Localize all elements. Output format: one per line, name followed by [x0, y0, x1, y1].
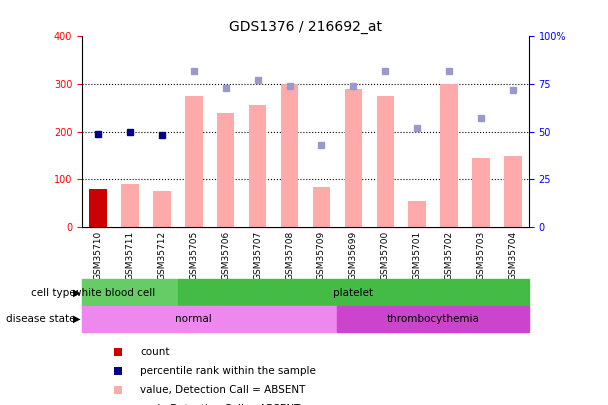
Text: GSM35704: GSM35704 [508, 231, 517, 280]
Text: cell type: cell type [32, 288, 76, 298]
Text: GSM35707: GSM35707 [253, 231, 262, 280]
Text: GSM35706: GSM35706 [221, 231, 230, 280]
Title: GDS1376 / 216692_at: GDS1376 / 216692_at [229, 20, 382, 34]
Text: GSM35709: GSM35709 [317, 231, 326, 280]
Bar [153, 191, 171, 227]
Bar [89, 189, 107, 227]
Text: GSM35701: GSM35701 [413, 231, 422, 280]
Text: GSM35710: GSM35710 [94, 231, 103, 280]
Text: disease state: disease state [7, 314, 76, 324]
Bar [440, 84, 458, 227]
Bar [82, 306, 337, 332]
Bar [185, 96, 202, 227]
Text: normal: normal [176, 314, 212, 324]
Text: ▶: ▶ [74, 288, 81, 298]
Text: white blood cell: white blood cell [73, 288, 155, 298]
Bar [472, 158, 490, 227]
Bar [409, 200, 426, 227]
Text: GSM35712: GSM35712 [157, 231, 167, 280]
Text: ▶: ▶ [74, 314, 81, 324]
Bar [313, 187, 330, 227]
Bar [376, 96, 394, 227]
Bar [281, 84, 299, 227]
Bar [504, 156, 522, 227]
Text: GSM35703: GSM35703 [477, 231, 486, 280]
Text: value, Detection Call = ABSENT: value, Detection Call = ABSENT [140, 385, 306, 395]
Text: GSM35699: GSM35699 [349, 231, 358, 280]
Bar [82, 279, 178, 306]
Text: percentile rank within the sample: percentile rank within the sample [140, 366, 316, 376]
Bar [217, 113, 235, 227]
Bar [249, 105, 266, 227]
Text: platelet: platelet [333, 288, 373, 298]
Bar [178, 279, 529, 306]
Text: thrombocythemia: thrombocythemia [387, 314, 480, 324]
Text: GSM35708: GSM35708 [285, 231, 294, 280]
Text: rank, Detection Call = ABSENT: rank, Detection Call = ABSENT [140, 404, 300, 405]
Bar [89, 189, 107, 227]
Bar [121, 184, 139, 227]
Text: GSM35705: GSM35705 [189, 231, 198, 280]
Bar [345, 89, 362, 227]
Bar [337, 306, 529, 332]
Text: GSM35702: GSM35702 [444, 231, 454, 280]
Text: count: count [140, 347, 170, 357]
Text: GSM35711: GSM35711 [125, 231, 134, 280]
Text: GSM35700: GSM35700 [381, 231, 390, 280]
